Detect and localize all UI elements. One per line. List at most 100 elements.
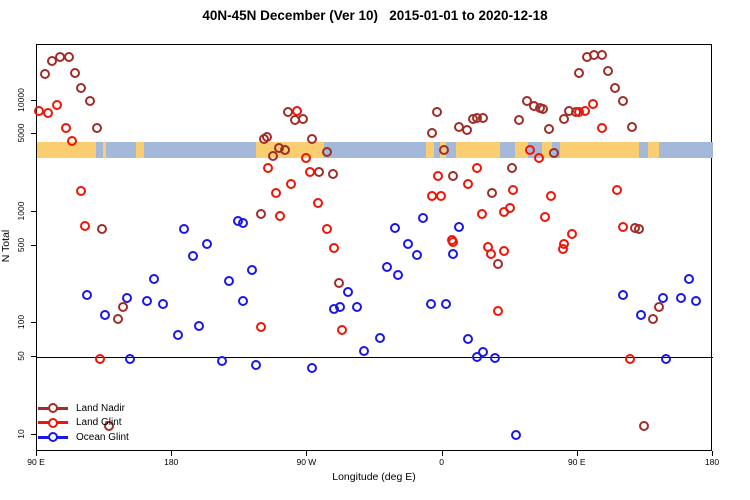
data-point-land-nadir xyxy=(544,124,555,134)
data-point-land-nadir xyxy=(602,66,613,77)
data-point-ocean-glint xyxy=(251,360,262,371)
data-point-ocean-glint xyxy=(141,295,152,306)
data-point-ocean-glint xyxy=(412,250,423,261)
data-point-ocean-glint xyxy=(306,362,317,373)
data-point-land-glint xyxy=(312,198,323,209)
x-tick-mark xyxy=(576,451,578,456)
map-band-ocean-segment xyxy=(499,141,515,159)
data-point-land-nadir xyxy=(610,83,621,94)
data-point-ocean-glint xyxy=(179,224,190,235)
data-point-ocean-glint xyxy=(691,295,702,306)
data-point-ocean-glint xyxy=(122,292,133,303)
data-point-land-nadir xyxy=(321,146,332,157)
map-band-land-segment xyxy=(648,141,659,159)
data-point-land-nadir xyxy=(653,302,664,313)
data-point-ocean-glint xyxy=(188,251,199,262)
data-point-land-glint xyxy=(51,99,62,110)
y-tick-mark xyxy=(31,322,36,324)
y-tick-mark xyxy=(31,133,36,135)
data-point-land-glint xyxy=(275,210,286,221)
data-point-land-glint xyxy=(263,162,274,173)
data-point-land-glint xyxy=(539,211,550,222)
y-tick-label: 50 xyxy=(16,351,26,361)
x-tick-mark xyxy=(441,451,443,456)
data-point-ocean-glint xyxy=(463,334,474,345)
legend-item-ocean-glint: Ocean Glint xyxy=(38,430,129,445)
data-point-land-nadir xyxy=(39,68,50,79)
data-point-land-nadir xyxy=(596,49,607,60)
data-point-land-glint xyxy=(305,166,316,177)
data-point-land-nadir xyxy=(439,145,450,156)
y-axis-title: N Total xyxy=(0,229,12,263)
data-point-land-glint xyxy=(472,162,483,173)
data-point-land-glint xyxy=(463,178,474,189)
y-tick-mark xyxy=(31,355,36,357)
data-point-ocean-glint xyxy=(216,355,227,366)
map-band-ocean-segment xyxy=(95,141,104,159)
map-band-ocean-segment xyxy=(445,141,457,159)
legend-label: Land Nadir xyxy=(76,402,125,414)
y-tick-mark xyxy=(31,433,36,435)
data-point-ocean-glint xyxy=(617,290,628,300)
data-point-land-glint xyxy=(436,190,447,201)
data-point-ocean-glint xyxy=(676,292,687,303)
y-tick-mark xyxy=(31,244,36,246)
reference-line-50 xyxy=(37,356,713,358)
map-band-land-segment xyxy=(256,141,324,159)
ocean-glint-symbol-icon xyxy=(38,432,68,443)
y-tick-mark xyxy=(31,211,36,213)
data-point-land-glint xyxy=(566,228,577,239)
data-point-land-glint xyxy=(493,305,504,316)
data-point-land-nadir xyxy=(113,313,124,324)
data-point-land-nadir xyxy=(96,223,107,234)
data-point-land-nadir xyxy=(84,96,95,106)
map-band-ocean-segment xyxy=(106,141,257,159)
data-point-land-nadir xyxy=(104,420,115,431)
data-point-ocean-glint xyxy=(511,429,522,440)
map-band-ocean-segment xyxy=(323,141,427,159)
data-point-ocean-glint xyxy=(335,302,346,313)
data-point-land-glint xyxy=(75,186,86,197)
map-band-ocean-segment xyxy=(433,141,440,159)
data-point-ocean-glint xyxy=(389,223,400,234)
legend-label: Land Glint xyxy=(76,417,122,429)
data-point-land-nadir xyxy=(548,148,559,159)
data-point-ocean-glint xyxy=(392,270,403,281)
y-tick-mark xyxy=(31,100,36,101)
data-point-land-glint xyxy=(66,135,77,146)
data-point-land-nadir xyxy=(647,313,658,324)
data-point-ocean-glint xyxy=(448,249,459,260)
data-point-ocean-glint xyxy=(173,329,184,340)
data-point-land-nadir xyxy=(327,169,338,180)
data-point-land-nadir xyxy=(69,67,80,78)
data-point-land-glint xyxy=(336,324,347,335)
data-point-ocean-glint xyxy=(374,332,385,343)
map-band-land-segment xyxy=(426,141,434,159)
data-point-ocean-glint xyxy=(237,217,248,228)
y-tick-label: 500 xyxy=(16,237,26,252)
data-point-ocean-glint xyxy=(661,353,672,364)
data-point-land-nadir xyxy=(306,133,317,144)
data-point-land-glint xyxy=(291,106,302,117)
data-point-land-glint xyxy=(42,107,53,118)
data-point-ocean-glint xyxy=(158,298,169,309)
data-point-ocean-glint xyxy=(125,353,136,364)
data-point-ocean-glint xyxy=(351,302,362,313)
data-point-ocean-glint xyxy=(201,238,212,249)
data-point-land-nadir xyxy=(314,166,325,177)
data-point-ocean-glint xyxy=(403,238,414,249)
data-point-land-nadir xyxy=(634,223,645,234)
map-band-land-segment xyxy=(456,141,500,159)
data-point-ocean-glint xyxy=(490,352,501,363)
map-band-land-segment xyxy=(541,141,553,159)
data-point-land-glint xyxy=(625,353,636,364)
data-point-ocean-glint xyxy=(454,222,465,233)
data-point-land-glint xyxy=(559,238,570,249)
data-point-land-glint xyxy=(524,145,535,156)
map-band-land-segment xyxy=(136,141,144,159)
x-tick-label: 0 xyxy=(439,457,444,467)
data-point-ocean-glint xyxy=(342,287,353,298)
land-ocean-map-band xyxy=(37,141,713,159)
data-point-land-glint xyxy=(580,106,591,117)
data-point-land-glint xyxy=(505,202,516,213)
